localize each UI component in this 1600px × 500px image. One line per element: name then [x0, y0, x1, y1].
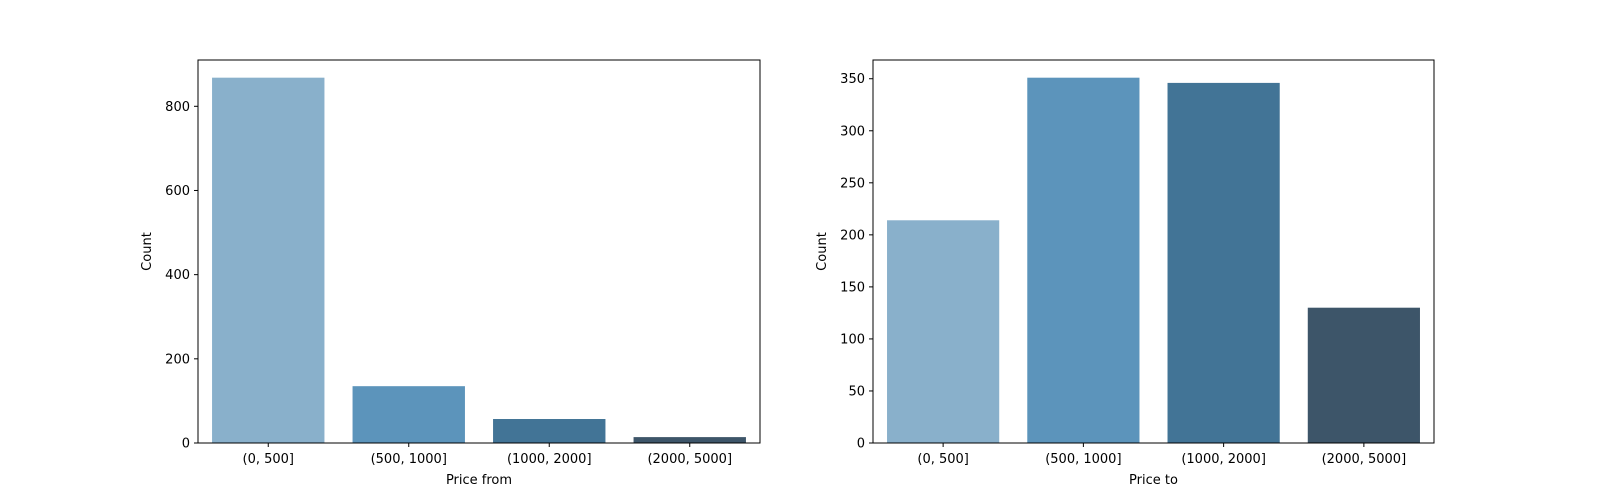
plot-frame: [197, 59, 761, 444]
bar-4: [1307, 307, 1420, 443]
x-axis-label: Price to: [1129, 473, 1178, 488]
y-tick-label: 200: [165, 352, 190, 367]
y-tick-label: 600: [165, 184, 190, 199]
x-tick-label: (1000, 2000]: [1181, 452, 1266, 467]
y-tick-label: 400: [165, 268, 190, 283]
plot-frame: [872, 59, 1435, 444]
x-tick-label: (1000, 2000]: [507, 452, 592, 467]
x-tick-label: (2000, 5000]: [647, 452, 732, 467]
x-tick-label: (0, 500]: [917, 452, 969, 467]
x-tick-label: (500, 1000]: [371, 452, 447, 467]
y-tick-label: 300: [840, 124, 865, 139]
y-tick-label: 800: [165, 100, 190, 115]
price-to-chart: (0, 500] (500, 1000] (1000, 2000] (2000, 50…: [815, 59, 1435, 488]
bar-4: [633, 437, 746, 443]
bar-1: [887, 220, 1000, 443]
y-tick-label: 100: [840, 332, 865, 347]
x-axis-label: Price from: [446, 473, 512, 488]
bar-3: [1167, 82, 1280, 444]
x-tick-label: (2000, 5000]: [1322, 452, 1407, 467]
bar-2: [352, 386, 465, 443]
y-tick-label: 50: [848, 384, 865, 399]
bar-3: [493, 419, 606, 443]
price-from-chart: (0, 500] (500, 1000] (1000, 2000] (2000, 50…: [140, 59, 761, 488]
y-axis-label: Count: [140, 232, 155, 271]
y-tick-label: 0: [182, 437, 190, 452]
x-tick-label: (500, 1000]: [1045, 452, 1121, 467]
y-axis-label: Count: [815, 232, 830, 271]
y-tick-label: 250: [840, 176, 865, 191]
bar-2: [1027, 77, 1140, 443]
y-tick-label: 350: [840, 72, 865, 87]
y-tick-label: 200: [840, 228, 865, 243]
x-tick-label: (0, 500]: [243, 452, 295, 467]
y-tick-label: 0: [857, 437, 865, 452]
y-tick-label: 150: [840, 280, 865, 295]
bar-1: [212, 77, 325, 443]
